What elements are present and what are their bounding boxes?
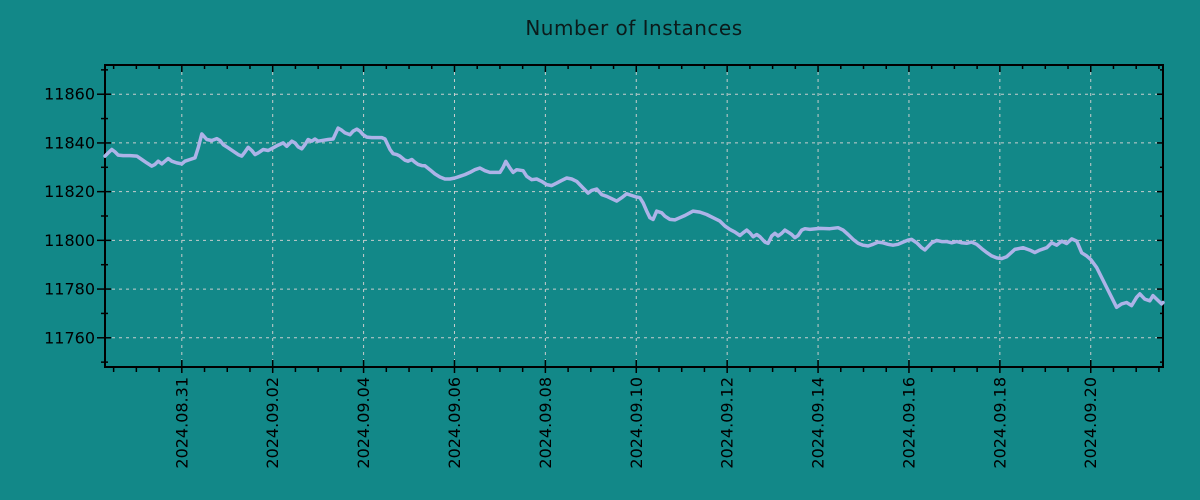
y-tick-label: 11760 <box>44 328 95 347</box>
x-tick-label: 2024.09.08 <box>536 377 555 469</box>
y-tick-label: 11860 <box>44 85 95 104</box>
x-tick-label: 2024.09.20 <box>1081 377 1100 469</box>
x-tick-label: 2024.09.04 <box>354 377 373 469</box>
x-tick-label: 2024.09.18 <box>990 377 1009 469</box>
x-tick-label: 2024.09.12 <box>718 377 737 469</box>
data-line-instances <box>103 126 1165 310</box>
plot-frame <box>104 64 1164 368</box>
y-tick-label: 11780 <box>44 280 95 299</box>
x-tick-label: 2024.09.06 <box>445 377 464 469</box>
y-tick-label: 11800 <box>44 231 95 250</box>
x-tick-label: 2024.09.02 <box>263 377 282 469</box>
x-tick-label: 2024.08.31 <box>172 377 191 469</box>
y-tick-label: 11820 <box>44 182 95 201</box>
x-tick-label: 2024.09.10 <box>627 377 646 469</box>
x-tick-label: 2024.09.14 <box>809 377 828 469</box>
x-tick-label: 2024.09.16 <box>899 377 918 469</box>
y-tick-label: 11840 <box>44 133 95 152</box>
chart-title: Number of Instances <box>525 16 743 40</box>
